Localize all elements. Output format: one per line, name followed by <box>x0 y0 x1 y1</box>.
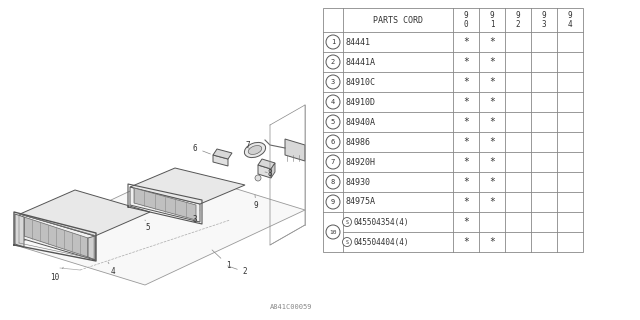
Circle shape <box>326 55 340 69</box>
Polygon shape <box>20 214 95 260</box>
Polygon shape <box>134 188 196 220</box>
Text: 84910D: 84910D <box>346 98 376 107</box>
Polygon shape <box>130 187 200 222</box>
Text: 84975A: 84975A <box>346 197 376 206</box>
Polygon shape <box>20 190 150 236</box>
Circle shape <box>326 135 340 149</box>
Circle shape <box>326 115 340 129</box>
Circle shape <box>172 196 180 204</box>
Text: *: * <box>463 97 469 107</box>
Circle shape <box>326 195 340 209</box>
Circle shape <box>186 194 194 202</box>
Text: 10: 10 <box>51 267 63 283</box>
Circle shape <box>326 225 340 239</box>
Text: 9: 9 <box>253 195 259 210</box>
Circle shape <box>255 175 261 181</box>
Text: 3: 3 <box>331 79 335 85</box>
Text: 2: 2 <box>331 59 335 65</box>
Text: 4: 4 <box>331 99 335 105</box>
Polygon shape <box>130 168 245 204</box>
Text: 84910C: 84910C <box>346 77 376 86</box>
Text: S: S <box>346 239 348 244</box>
Text: 84930: 84930 <box>346 178 371 187</box>
Polygon shape <box>258 165 271 178</box>
Text: *: * <box>489 197 495 207</box>
Polygon shape <box>271 163 275 178</box>
Text: 6: 6 <box>193 143 211 154</box>
Text: 9
3: 9 3 <box>541 11 547 29</box>
Text: 84441: 84441 <box>346 37 371 46</box>
Text: *: * <box>489 77 495 87</box>
Text: *: * <box>489 237 495 247</box>
Ellipse shape <box>244 142 266 157</box>
Polygon shape <box>258 159 275 169</box>
Circle shape <box>326 175 340 189</box>
Text: *: * <box>489 97 495 107</box>
Text: *: * <box>463 157 469 167</box>
Text: 6: 6 <box>331 139 335 145</box>
Text: *: * <box>489 137 495 147</box>
Text: *: * <box>489 157 495 167</box>
Text: PARTS CORD: PARTS CORD <box>373 15 423 25</box>
Text: *: * <box>463 117 469 127</box>
Text: S: S <box>346 220 348 225</box>
Polygon shape <box>15 214 24 247</box>
Text: *: * <box>489 177 495 187</box>
Text: *: * <box>463 37 469 47</box>
Text: 9
1: 9 1 <box>490 11 494 29</box>
Text: 2: 2 <box>228 266 247 276</box>
Circle shape <box>326 35 340 49</box>
Text: 4: 4 <box>108 262 115 276</box>
Text: 045504404(4): 045504404(4) <box>353 237 408 246</box>
Polygon shape <box>213 155 228 166</box>
Polygon shape <box>213 149 232 159</box>
Text: 8: 8 <box>265 169 272 178</box>
Text: *: * <box>463 137 469 147</box>
Text: 84986: 84986 <box>346 138 371 147</box>
Text: 9
2: 9 2 <box>516 11 520 29</box>
Text: 9: 9 <box>331 199 335 205</box>
Text: 3: 3 <box>193 210 200 225</box>
Text: 5: 5 <box>145 220 150 233</box>
Text: *: * <box>463 77 469 87</box>
Text: 84441A: 84441A <box>346 58 376 67</box>
Circle shape <box>259 165 265 171</box>
Text: *: * <box>489 117 495 127</box>
Polygon shape <box>24 217 88 257</box>
Text: *: * <box>463 177 469 187</box>
Ellipse shape <box>248 146 262 155</box>
Text: *: * <box>463 197 469 207</box>
Polygon shape <box>285 139 305 161</box>
Text: *: * <box>489 37 495 47</box>
Polygon shape <box>88 236 95 260</box>
Text: 84940A: 84940A <box>346 117 376 126</box>
Text: 045504354(4): 045504354(4) <box>353 218 408 227</box>
Circle shape <box>326 75 340 89</box>
Text: *: * <box>463 237 469 247</box>
Text: *: * <box>463 217 469 227</box>
Text: 9
4: 9 4 <box>568 11 572 29</box>
Text: 5: 5 <box>331 119 335 125</box>
Text: 7: 7 <box>331 159 335 165</box>
Circle shape <box>326 95 340 109</box>
Circle shape <box>342 218 351 227</box>
Text: 8: 8 <box>331 179 335 185</box>
Text: 9
0: 9 0 <box>464 11 468 29</box>
Text: A841C00059: A841C00059 <box>269 304 312 310</box>
Circle shape <box>326 155 340 169</box>
Text: 1: 1 <box>212 250 230 269</box>
Text: 84920H: 84920H <box>346 157 376 166</box>
Text: 7: 7 <box>246 140 250 149</box>
Circle shape <box>342 237 351 246</box>
Text: *: * <box>489 57 495 67</box>
Text: *: * <box>463 57 469 67</box>
Text: 10: 10 <box>329 229 337 235</box>
Text: 1: 1 <box>331 39 335 45</box>
Bar <box>323 8 583 252</box>
Polygon shape <box>15 170 305 285</box>
